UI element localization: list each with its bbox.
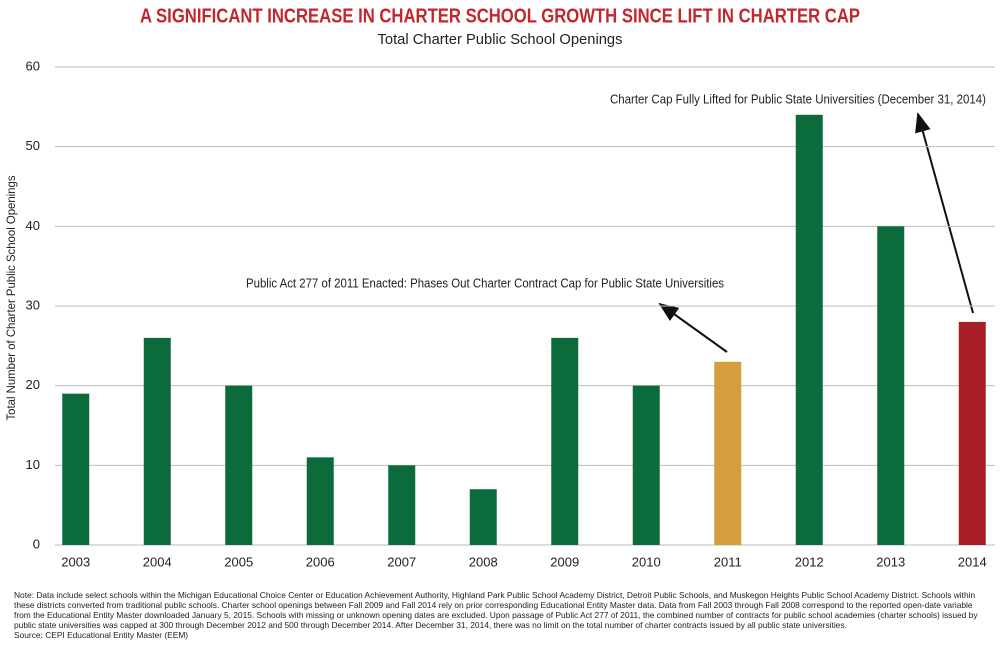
x-tick-label: 2006 xyxy=(306,554,335,569)
annotation: Charter Cap Fully Lifted for Public Stat… xyxy=(610,92,986,106)
y-tick-label: 40 xyxy=(26,218,40,233)
bar xyxy=(306,457,334,545)
grid: 0 10 20 30 40 50 60 xyxy=(26,58,995,551)
bar xyxy=(388,465,416,545)
x-tick-label: 2011 xyxy=(714,554,742,569)
bar xyxy=(714,361,742,545)
x-tick-label: 2010 xyxy=(632,554,661,569)
bar xyxy=(469,489,497,545)
y-tick-label: 50 xyxy=(26,138,40,153)
x-tick-label: 2014 xyxy=(958,554,987,569)
x-tick-label: 2008 xyxy=(469,554,498,569)
chart-subtitle: Total Charter Public School Openings xyxy=(378,31,623,48)
x-tick-label: 2007 xyxy=(387,554,416,569)
annotation-arrow xyxy=(915,112,974,314)
chart-title: A SIGNIFICANT INCREASE IN CHARTER SCHOOL… xyxy=(140,5,860,27)
bar xyxy=(958,321,986,545)
y-tick-label: 60 xyxy=(26,58,40,73)
bar xyxy=(795,114,823,546)
x-tick-label: 2009 xyxy=(550,554,579,569)
footnote: Note: Data include select schools within… xyxy=(14,590,989,640)
bar xyxy=(632,385,660,545)
bar xyxy=(877,226,905,546)
annotation: Public Act 277 of 2011 Enacted: Phases O… xyxy=(246,276,724,290)
bar xyxy=(143,337,171,545)
y-tick-label: 10 xyxy=(26,457,40,472)
x-tick-label: 2012 xyxy=(795,554,824,569)
x-tick-label: 2004 xyxy=(143,554,172,569)
annotation-arrow xyxy=(658,302,728,353)
bar xyxy=(225,385,253,545)
source-text: Source: CEPI Educational Entity Master (… xyxy=(14,630,189,640)
bars: 2003 2004 2005 2006 2007 2008 2009 2010 2011 2012… xyxy=(61,114,987,569)
y-tick-label: 20 xyxy=(26,377,40,392)
bar xyxy=(62,393,90,545)
x-tick-label: 2003 xyxy=(61,554,90,569)
bar xyxy=(551,337,579,545)
y-tick-label: 0 xyxy=(33,536,40,551)
x-tick-label: 2013 xyxy=(876,554,905,569)
note-text: Note: Data include select schools within… xyxy=(14,590,978,630)
chart: A SIGNIFICANT INCREASE IN CHARTER SCHOOL… xyxy=(4,5,995,569)
x-tick-label: 2005 xyxy=(224,554,253,569)
y-axis-label: Total Number of Charter Public School Op… xyxy=(4,176,18,421)
y-tick-label: 30 xyxy=(26,297,40,312)
